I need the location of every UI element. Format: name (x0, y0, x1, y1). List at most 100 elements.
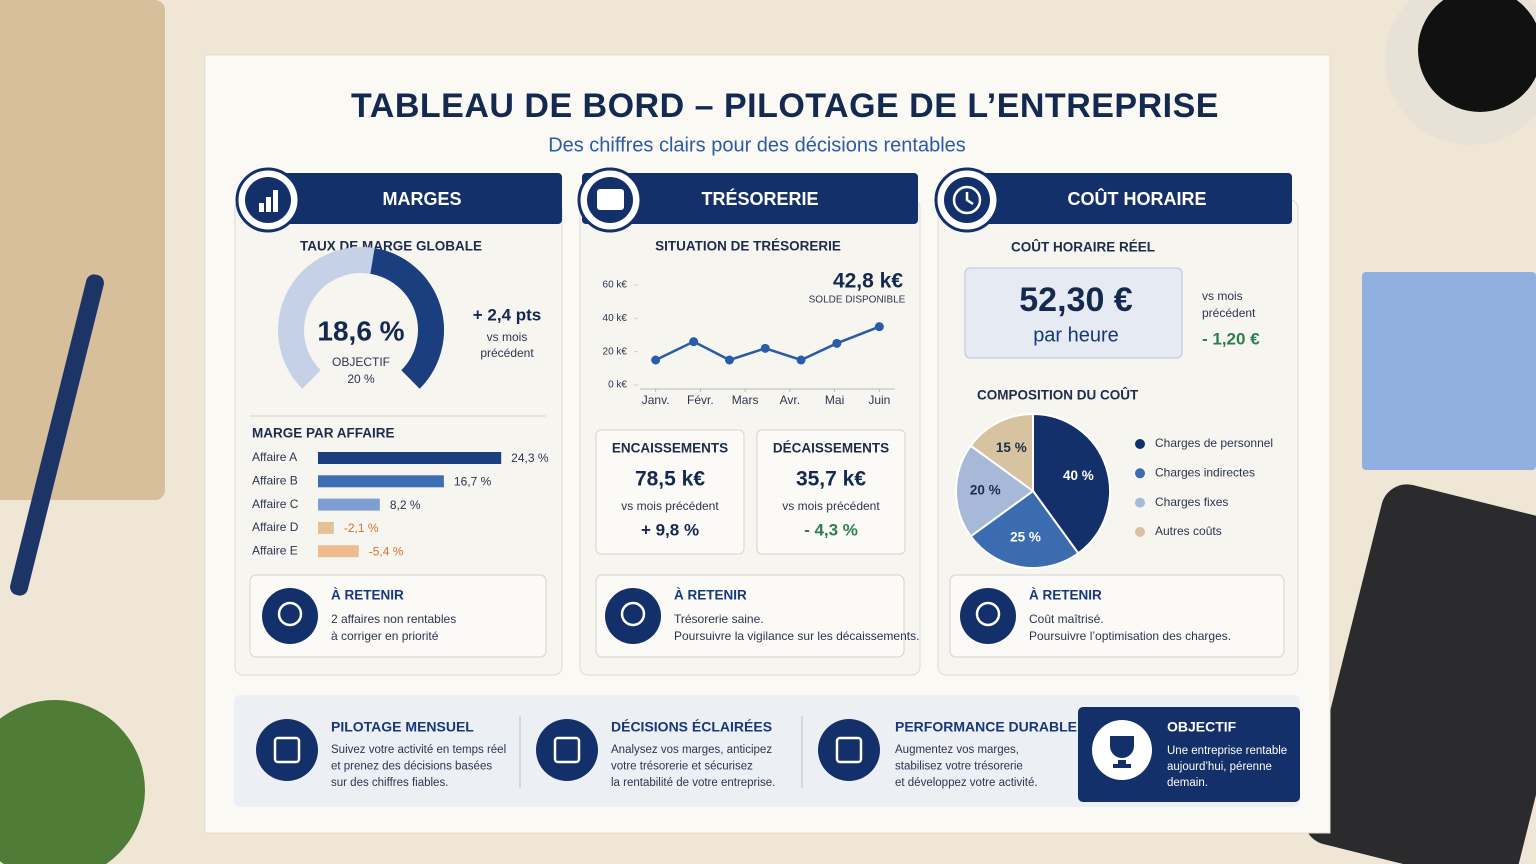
footer-line: Analysez vos marges, anticipez (611, 744, 772, 756)
note-line: Trésorerie saine. (674, 612, 764, 626)
chart-title: SITUATION DE TRÉSORERIE (655, 239, 841, 254)
card-title: DÉCAISSEMENTS (773, 441, 889, 456)
footer-title: DÉCISIONS ÉCLAIRÉES (611, 719, 772, 735)
bar (318, 452, 502, 464)
x-tick-label: Mai (825, 393, 844, 407)
point (760, 343, 770, 353)
kpi-caption: vs mois (1202, 289, 1243, 303)
card-delta: - 4,3 % (804, 520, 858, 539)
panel-header (262, 173, 562, 224)
point (874, 322, 884, 332)
bar (318, 475, 444, 488)
pie-slice (955, 444, 1035, 538)
pen (10, 274, 104, 596)
category-label: Affaire E (252, 543, 298, 557)
x-tick-label: Févr. (687, 393, 714, 407)
card (756, 429, 906, 555)
chart-title: TAUX DE MARGE GLOBALE (300, 239, 482, 254)
point (651, 355, 661, 365)
footer-line: et prenez des décisions basées (331, 761, 492, 773)
note-line: à corriger en priorité (331, 629, 439, 643)
note-box (249, 574, 547, 658)
icon-glyph (266, 197, 271, 212)
note-icon (960, 588, 1016, 644)
category-label: Affaire D (252, 520, 299, 534)
legend-swatch (1135, 497, 1145, 508)
legend-swatch (1135, 526, 1145, 537)
note-icon-glyph (277, 601, 303, 627)
gauge-label: 18,6 % (317, 315, 404, 346)
footer-title: PERFORMANCE DURABLE (895, 719, 1077, 735)
point (724, 355, 734, 365)
legend-label: Charges indirectes (1155, 465, 1255, 479)
x-tick-label: Juin (868, 393, 890, 407)
category-label: Affaire C (252, 497, 299, 511)
chart-title: MARGE PAR AFFAIRE (252, 426, 395, 441)
y-tick-label: 40 k€ (603, 313, 628, 324)
icon-glyph (259, 203, 264, 212)
goal-title: OBJECTIF (1167, 719, 1237, 735)
x-tick-label: Avr. (780, 393, 800, 407)
kpi-box (964, 267, 1183, 359)
x-tick-label: Janv. (642, 393, 670, 407)
note-title: À RETENIR (674, 588, 747, 603)
footer-icon (536, 719, 598, 781)
legend-label: Charges de personnel (1155, 436, 1273, 450)
panel-title: MARGES (382, 189, 461, 209)
panel-title: COÛT HORAIRE (1068, 188, 1207, 209)
page-subtitle: Des chiffres clairs pour des décisions r… (548, 134, 966, 156)
value-label: 24,3 % (511, 451, 549, 465)
footer-icon-glyph (273, 736, 301, 764)
delta: + 2,4 pts (473, 305, 542, 324)
target-caption: OBJECTIF (332, 355, 390, 369)
category-label: Affaire A (252, 450, 297, 464)
panel-title: TRÉSORERIE (701, 188, 818, 209)
footer-line: sur des chiffres fiables. (331, 777, 448, 789)
panel-header (582, 173, 918, 224)
goal-icon-glyph (1110, 736, 1134, 768)
card-value: 35,7 k€ (796, 468, 866, 491)
note-box (595, 574, 905, 658)
value-label: 8,2 % (390, 498, 421, 512)
card-caption: vs mois précédent (782, 499, 880, 513)
goal-line: aujourd’hui, pérenne (1167, 761, 1272, 773)
footer-line: et développez votre activité. (895, 777, 1038, 789)
icon-glyph (965, 192, 974, 206)
icon-glyph (273, 190, 278, 212)
footer-line: Augmentez vos marges, (895, 744, 1019, 756)
note-icon (605, 588, 661, 644)
card-delta: + 9,8 % (641, 520, 699, 539)
note-icon (262, 588, 318, 644)
slice-label: 40 % (1063, 468, 1094, 483)
slice-label: 20 % (970, 483, 1001, 498)
pie-slice (969, 489, 1080, 569)
panel-header (962, 173, 1292, 224)
y-tick-label: 20 k€ (603, 346, 628, 357)
value-label: -2,1 % (344, 521, 379, 535)
target-value: 20 % (347, 372, 375, 386)
footer-line: la rentabilité de votre entreprise. (611, 777, 775, 789)
kpi-value: 52,30 € (1019, 281, 1133, 319)
goal-line: Une entreprise rentable (1167, 745, 1287, 757)
pie-slice (969, 412, 1034, 493)
balance-caption: SOLDE DISPONIBLE (809, 295, 906, 306)
footer-icon-glyph (553, 736, 581, 764)
coffee (1418, 0, 1536, 112)
slice-label: 25 % (1010, 530, 1041, 545)
gauge-value (369, 248, 444, 389)
page-title: TABLEAU DE BORD – PILOTAGE DE L’ENTREPRI… (351, 87, 1219, 125)
y-tick-label: 0 k€ (608, 380, 627, 391)
bar (318, 498, 380, 511)
point (832, 338, 842, 348)
note-icon-glyph (620, 601, 646, 627)
calculator (1304, 484, 1536, 864)
subtitle: COÛT HORAIRE RÉEL (1011, 240, 1155, 255)
plant (0, 700, 145, 864)
note-line: Coût maîtrisé. (1029, 612, 1104, 626)
legend-swatch (1135, 468, 1145, 479)
footer-line: Suivez votre activité en temps réel (331, 744, 506, 756)
footer-icon-glyph (835, 736, 863, 764)
card (595, 429, 745, 555)
kpi-delta: - 1,20 € (1202, 329, 1260, 348)
